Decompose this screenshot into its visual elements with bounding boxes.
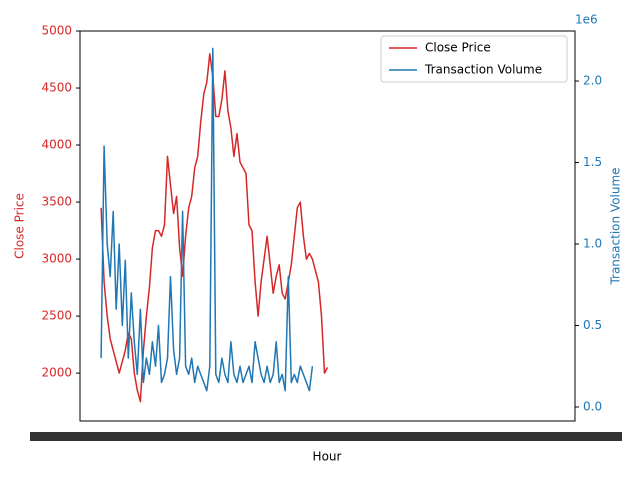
y-tick-label: 4000	[41, 138, 72, 152]
y-tick-label: 4500	[41, 81, 72, 95]
x-axis-label: Hour	[313, 450, 342, 464]
legend-label: Transaction Volume	[424, 63, 542, 77]
y-axis-label: Close Price	[13, 193, 27, 259]
series-line	[100, 47, 314, 392]
series-line	[100, 53, 329, 403]
x-tick-label-clutter	[30, 432, 622, 441]
y-tick-label: 2500	[41, 309, 72, 323]
y2-axis-label: Transaction Volume	[609, 167, 623, 285]
y2-tick-label: 1.0	[583, 237, 602, 251]
y2-tick-label: 0.0	[583, 399, 602, 413]
plot-frame	[79, 30, 576, 422]
y-tick-label: 2000	[41, 366, 72, 380]
y-tick-label: 3000	[41, 252, 72, 266]
y2-tick-label: 0.5	[583, 318, 602, 332]
legend-box	[380, 35, 568, 83]
legend-label: Close Price	[425, 41, 491, 55]
y2-tick-label: 1.5	[583, 155, 602, 169]
y-tick-label: 3500	[41, 195, 72, 209]
y-tick-label: 5000	[41, 24, 72, 38]
y2-tick-label: 2.0	[583, 74, 602, 88]
y2-offset: 1e6	[575, 13, 598, 27]
